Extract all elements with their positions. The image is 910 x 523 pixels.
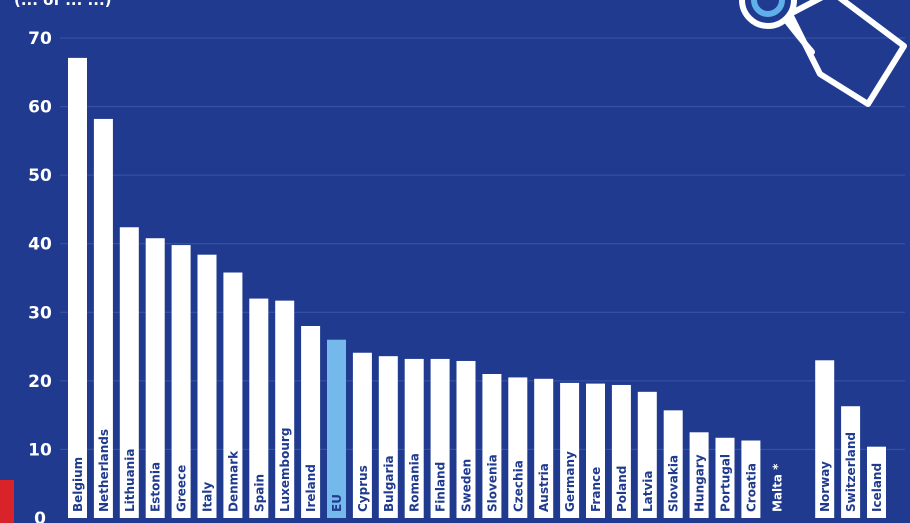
bar-cyprus xyxy=(352,352,372,518)
bar-slovakia xyxy=(663,410,683,518)
bar-poland xyxy=(611,384,631,518)
brand-accent xyxy=(0,480,14,523)
bar-luxembourg xyxy=(275,300,295,518)
price-tag-icon xyxy=(739,0,907,107)
category-label: Luxembourg xyxy=(278,428,292,512)
category-label: Poland xyxy=(615,466,629,512)
category-label: Latvia xyxy=(641,470,655,512)
bar-czechia xyxy=(508,377,528,518)
bar-germany xyxy=(560,382,580,518)
bar-spain xyxy=(249,298,269,518)
category-label: Belgium xyxy=(71,457,85,512)
bar-portugal xyxy=(715,437,735,518)
category-label: Croatia xyxy=(744,463,758,512)
bar-croatia xyxy=(741,440,761,518)
category-label: Iceland xyxy=(870,463,884,512)
category-label: Finland xyxy=(434,462,448,512)
bar-sweden xyxy=(456,360,476,518)
y-tick-label: 0 xyxy=(34,509,46,523)
category-label: Cyprus xyxy=(356,465,370,512)
bar-iceland xyxy=(867,446,886,518)
bar-eu xyxy=(327,339,346,518)
y-tick-label: 70 xyxy=(28,29,52,49)
category-label: Estonia xyxy=(149,462,163,512)
bar-romania xyxy=(404,358,424,518)
y-tick-label: 40 xyxy=(28,235,52,255)
chart-subtitle: (... of ... ...) xyxy=(14,0,112,9)
bar-france xyxy=(586,383,605,518)
category-label: EU xyxy=(330,494,344,512)
category-label: Austria xyxy=(537,463,551,512)
y-tick-label: 20 xyxy=(28,372,52,392)
y-axis-ticks: 0 10 20 30 40 50 60 70 xyxy=(28,29,52,523)
y-tick-label: 60 xyxy=(28,98,52,118)
category-label: Sweden xyxy=(460,459,474,512)
bar-finland xyxy=(430,358,450,518)
bar-belgium xyxy=(68,57,87,519)
bar-netherlands xyxy=(93,118,113,519)
category-label: France xyxy=(589,467,603,512)
bar-italy xyxy=(197,254,217,518)
bar-slovenia xyxy=(482,374,502,518)
category-label: Czechia xyxy=(511,460,525,512)
category-label: Germany xyxy=(563,451,577,512)
category-label: Italy xyxy=(201,482,215,512)
category-label: Slovakia xyxy=(667,455,681,512)
category-label: Denmark xyxy=(226,450,240,512)
bar-latvia xyxy=(637,391,657,518)
category-label: Netherlands xyxy=(97,429,111,512)
bar-ireland xyxy=(301,326,321,518)
bar-norway xyxy=(815,360,835,518)
bar-lithuania xyxy=(119,227,139,518)
y-tick-label: 50 xyxy=(28,166,52,186)
bar-denmark xyxy=(223,272,243,518)
category-label: Norway xyxy=(818,461,832,512)
category-label: Ireland xyxy=(304,464,318,512)
bar-estonia xyxy=(145,238,165,518)
bar-greece xyxy=(171,245,191,519)
bar-hungary xyxy=(689,432,709,518)
category-label: Switzerland xyxy=(844,432,858,512)
bars xyxy=(68,57,886,519)
category-label: Spain xyxy=(252,474,266,512)
y-tick-label: 10 xyxy=(28,440,52,460)
category-label: Portugal xyxy=(719,454,733,512)
bar-austria xyxy=(534,378,554,518)
category-label: Romania xyxy=(408,453,422,512)
y-tick-label: 30 xyxy=(28,303,52,323)
category-label: Greece xyxy=(175,465,189,512)
bar-switzerland xyxy=(841,406,861,518)
category-label: Lithuania xyxy=(123,449,137,512)
category-labels: Belgium Netherlands Lithuania Estonia Greece… xyxy=(71,428,884,512)
category-label: Malta * xyxy=(770,463,784,512)
category-label: Hungary xyxy=(693,454,707,512)
bar-bulgaria xyxy=(378,356,398,518)
category-label: Bulgaria xyxy=(382,455,396,512)
category-label: Slovenia xyxy=(485,454,499,512)
